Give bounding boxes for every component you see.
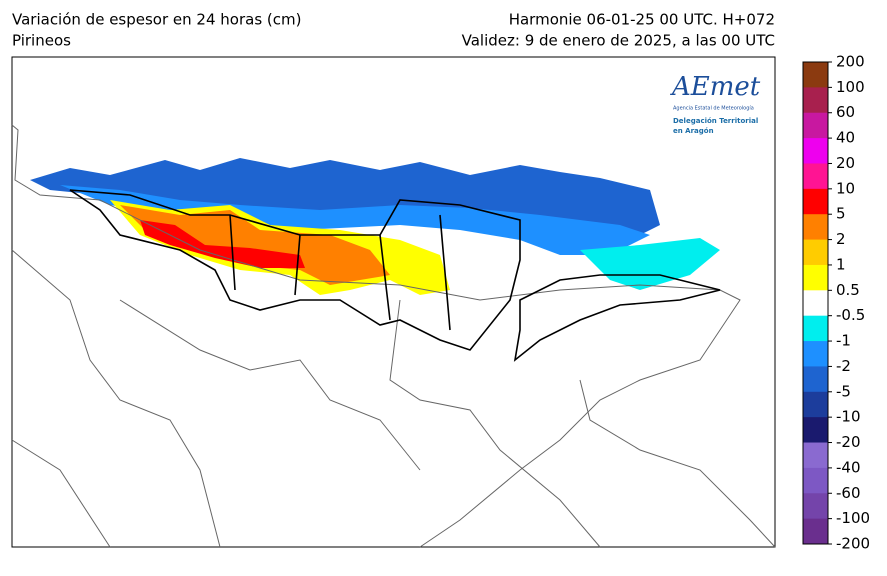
orange-area	[120, 205, 390, 285]
map: AEmet Agencia Estatal de Meteorología De…	[11, 56, 776, 548]
colorbar-band	[803, 138, 828, 164]
colorbar-band	[803, 264, 828, 291]
colorbar-label: 20	[836, 154, 855, 172]
colorbar-label: -1	[836, 332, 851, 350]
colorbar-band	[803, 239, 828, 266]
colorbar-band	[803, 391, 828, 418]
colorbar-band	[803, 493, 828, 520]
region-borders	[69, 189, 721, 362]
colorbar-band	[803, 467, 828, 494]
colorbar-label: 2	[836, 230, 846, 248]
cyan-area	[580, 238, 720, 290]
colorbar-label: 100	[836, 78, 865, 96]
colorbar-label: 1	[836, 255, 846, 273]
title-right: Harmonie 06-01-25 00 UTC. H+072	[509, 11, 775, 29]
colorbar-label: -20	[836, 433, 861, 451]
colorbar-band	[803, 87, 828, 114]
logo: AEmet Agencia Estatal de Meteorología De…	[670, 72, 761, 135]
colorbar-band	[803, 290, 828, 317]
colorbar-band	[803, 341, 828, 367]
colorbar-label: -2	[836, 357, 851, 375]
colorbar-band	[803, 62, 828, 88]
colorbar-label: 10	[836, 179, 855, 197]
colorbar-frame	[802, 61, 829, 545]
colorbar-band	[803, 188, 828, 215]
colorbar-label: 200	[836, 53, 865, 71]
colorbar-label: 60	[836, 103, 855, 121]
colorbar-label: 5	[836, 205, 846, 223]
colorbar-band	[803, 442, 828, 469]
colorbar-label: -40	[836, 458, 861, 476]
colorbar-band	[803, 315, 828, 342]
colorbar-label: -60	[836, 484, 861, 502]
colorbar-label: 0.5	[836, 281, 860, 299]
colorbar-label: -5	[836, 382, 851, 400]
lightblue-area	[60, 185, 650, 255]
logo-agency: Agencia Estatal de Meteorología	[673, 105, 754, 112]
colorbar-band	[803, 417, 828, 444]
subtitle-right: Validez: 9 de enero de 2025, a las 00 UT…	[462, 32, 775, 50]
colorbar: 200 100 60 40 20 10 5 2 1 0.5 -0.5 -1 -2 -5 -10 -20 -40 -…	[802, 53, 870, 553]
colorbar-band	[803, 214, 828, 241]
colorbar-band	[803, 112, 828, 139]
colorbar-band	[803, 366, 828, 393]
logo-region: en Aragón	[673, 127, 714, 135]
colorbar-label: 40	[836, 129, 855, 147]
title-left: Variación de espesor en 24 horas (cm)	[12, 11, 301, 29]
logo-delegation: Delegación Territorial	[673, 117, 758, 125]
colorbar-band	[803, 518, 828, 545]
snow-fields	[30, 158, 720, 295]
colorbar-label: -0.5	[836, 306, 865, 324]
colorbar-band	[803, 163, 828, 190]
boundaries	[11, 124, 776, 548]
logo-name: AEmet	[670, 72, 761, 102]
subtitle-left: Pirineos	[12, 32, 71, 50]
red-area	[140, 220, 305, 268]
colorbar-label: -10	[836, 408, 861, 426]
colorbar-label: -200	[836, 535, 870, 553]
colorbar-label: -100	[836, 509, 870, 527]
